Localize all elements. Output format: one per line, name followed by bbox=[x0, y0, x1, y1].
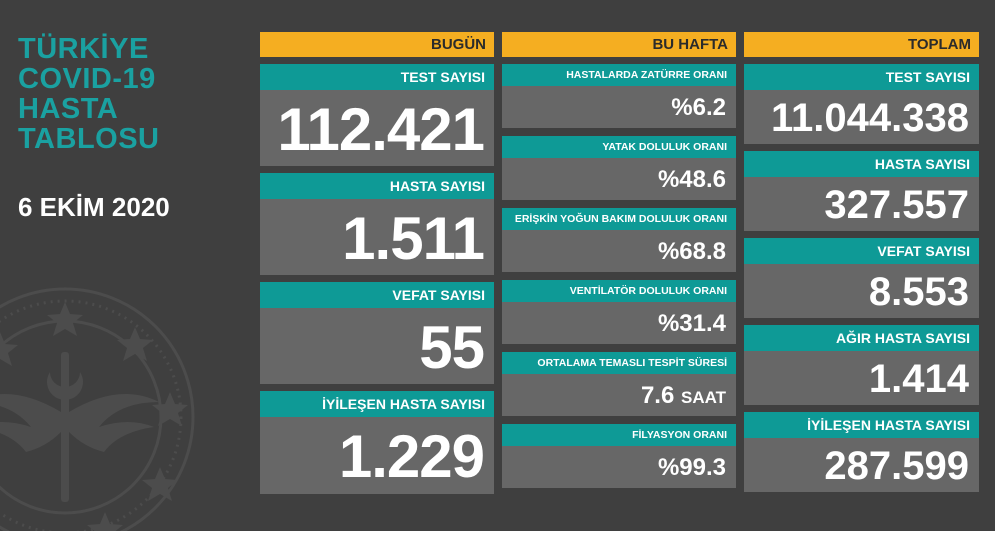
week-icu-label: ERİŞKİN YOĞUN BAKIM DOLULUK ORANI bbox=[502, 208, 736, 230]
total-critical-label: AĞIR HASTA SAYISI bbox=[744, 325, 979, 351]
week-pneumonia-label: HASTALARDA ZATÜRRE ORANI bbox=[502, 64, 736, 86]
today-deaths-value: 55 bbox=[419, 314, 485, 381]
title-line: TÜRKİYE bbox=[18, 33, 149, 65]
total-test-label: TEST SAYISI bbox=[744, 64, 979, 90]
week-pneumonia-value: %6.2 bbox=[502, 86, 736, 130]
column-header-today: BUGÜN bbox=[260, 32, 494, 57]
today-test-value: 112.421 bbox=[277, 96, 485, 163]
week-filiation-value: %99.3 bbox=[502, 446, 736, 490]
total-deaths-label: VEFAT SAYISI bbox=[744, 238, 979, 264]
week-icu-value: %68.8 bbox=[502, 230, 736, 274]
week-pneumonia-card: HASTALARDA ZATÜRRE ORANI %6.2 bbox=[502, 64, 736, 128]
week-contact-time-label: ORTALAMA TEMASLI TESPİT SÜRESİ bbox=[502, 352, 736, 374]
week-icu-card: ERİŞKİN YOĞUN BAKIM DOLULUK ORANI %68.8 bbox=[502, 208, 736, 272]
today-cases-label: HASTA SAYISI bbox=[260, 173, 494, 199]
week-filiation-card: FİLYASYON ORANI %99.3 bbox=[502, 424, 736, 488]
total-test-value: 11.044.338 bbox=[771, 96, 969, 140]
title-line: COVID-19 bbox=[18, 63, 156, 95]
column-header-week: BU HAFTA bbox=[502, 32, 736, 57]
week-bed-value: %48.6 bbox=[502, 158, 736, 202]
title-line: TABLOSU bbox=[18, 123, 160, 155]
week-ventilator-number: %31.4 bbox=[657, 310, 726, 337]
week-pneumonia-number: %6.2 bbox=[671, 94, 726, 121]
total-critical-value: 1.414 bbox=[868, 357, 969, 401]
ministry-emblem-icon bbox=[0, 287, 195, 531]
week-ventilator-card: VENTİLATÖR DOLULUK ORANI %31.4 bbox=[502, 280, 736, 344]
week-contact-time-number: 7.6 bbox=[640, 382, 675, 409]
total-recovered-card: İYİLEŞEN HASTA SAYISI 287.599 bbox=[744, 412, 979, 492]
week-bed-card: YATAK DOLULUK ORANI %48.6 bbox=[502, 136, 736, 200]
column-header-total: TOPLAM bbox=[744, 32, 979, 57]
today-test-card: TEST SAYISI 112.421 bbox=[260, 64, 494, 166]
total-critical-card: AĞIR HASTA SAYISI 1.414 bbox=[744, 325, 979, 405]
today-recovered-label: İYİLEŞEN HASTA SAYISI bbox=[260, 391, 494, 417]
week-contact-time-card: ORTALAMA TEMASLI TESPİT SÜRESİ 7.6 SAAT bbox=[502, 352, 736, 416]
week-filiation-number: %99.3 bbox=[657, 454, 726, 481]
today-cases-value: 1.511 bbox=[342, 205, 485, 272]
today-recovered-value: 1.229 bbox=[338, 423, 485, 490]
total-deaths-value: 8.553 bbox=[868, 270, 969, 314]
week-ventilator-label: VENTİLATÖR DOLULUK ORANI bbox=[502, 280, 736, 302]
report-date: 6 EKİM 2020 bbox=[18, 192, 170, 222]
total-cases-value: 327.557 bbox=[824, 183, 969, 227]
title-line: HASTA bbox=[18, 93, 119, 125]
week-icu-number: %68.8 bbox=[657, 238, 726, 265]
week-contact-time-unit: SAAT bbox=[680, 388, 726, 407]
today-test-label: TEST SAYISI bbox=[260, 64, 494, 90]
today-deaths-card: VEFAT SAYISI 55 bbox=[260, 282, 494, 384]
week-filiation-label: FİLYASYON ORANI bbox=[502, 424, 736, 446]
today-cases-card: HASTA SAYISI 1.511 bbox=[260, 173, 494, 275]
total-recovered-label: İYİLEŞEN HASTA SAYISI bbox=[744, 412, 979, 438]
week-contact-time-value: 7.6 SAAT bbox=[502, 374, 736, 420]
week-bed-label: YATAK DOLULUK ORANI bbox=[502, 136, 736, 158]
week-bed-number: %48.6 bbox=[657, 166, 726, 193]
total-deaths-card: VEFAT SAYISI 8.553 bbox=[744, 238, 979, 318]
today-deaths-label: VEFAT SAYISI bbox=[260, 282, 494, 308]
total-recovered-value: 287.599 bbox=[824, 444, 969, 488]
total-cases-card: HASTA SAYISI 327.557 bbox=[744, 151, 979, 231]
dashboard-title: TÜRKİYE COVID-19 HASTA TABLOSU bbox=[18, 34, 160, 154]
today-recovered-card: İYİLEŞEN HASTA SAYISI 1.229 bbox=[260, 391, 494, 494]
week-ventilator-value: %31.4 bbox=[502, 302, 736, 346]
total-test-card: TEST SAYISI 11.044.338 bbox=[744, 64, 979, 144]
total-cases-label: HASTA SAYISI bbox=[744, 151, 979, 177]
